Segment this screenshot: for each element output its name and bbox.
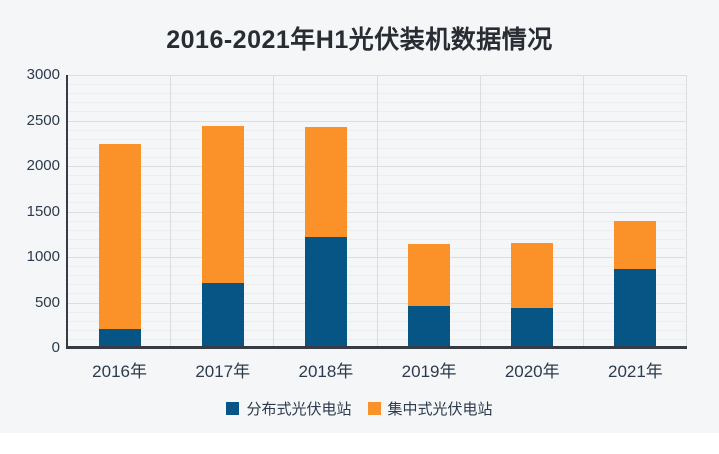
bar-segment-centralized[interactable] [98, 143, 141, 330]
minor-gridline [68, 284, 687, 286]
legend-swatch-distributed-icon [226, 402, 240, 415]
page-background-strip [0, 433, 719, 454]
y-axis-line [66, 75, 68, 349]
y-axis-tick-label: 3000 [26, 66, 60, 83]
major-gridline [68, 120, 687, 122]
legend-item-distributed[interactable]: 分布式光伏电站 [226, 398, 352, 419]
x-axis-category-label: 2021年 [607, 362, 663, 381]
x-axis-category-label: 2018年 [298, 362, 354, 381]
legend-item-centralized[interactable]: 集中式光伏电站 [367, 398, 493, 419]
minor-gridline [68, 329, 687, 331]
bar-segment-distributed[interactable] [408, 306, 451, 348]
minor-gridline [68, 175, 687, 177]
minor-gridline [68, 147, 687, 149]
bar-segment-distributed[interactable] [614, 269, 657, 348]
minor-gridline [68, 93, 687, 95]
bar-segment-distributed[interactable] [201, 283, 244, 348]
legend-swatch-centralized-icon [367, 402, 381, 415]
vertical-gridline [376, 75, 378, 348]
plot-area [68, 75, 687, 348]
x-axis-category-label: 2019年 [401, 362, 457, 381]
vertical-gridline [686, 75, 687, 348]
vertical-gridline [479, 75, 481, 348]
legend: 分布式光伏电站 集中式光伏电站 [0, 398, 719, 419]
bar-segment-distributed[interactable] [98, 329, 141, 348]
minor-gridline [68, 320, 687, 322]
y-axis-tick-label: 2500 [26, 111, 60, 129]
minor-gridline [68, 138, 687, 140]
minor-gridline [68, 129, 687, 131]
bar-segment-centralized[interactable] [304, 126, 347, 237]
vertical-gridline [582, 75, 584, 348]
minor-gridline [68, 193, 687, 195]
y-axis-tick-label: 2000 [26, 157, 60, 174]
x-axis-category-label: 2016年 [92, 362, 147, 381]
chart-canvas: 2016-2021年H1光伏装机数据情况 分布式光伏电站 集中式光伏电站 0 50… [0, 26, 719, 419]
y-axis-tick-label: 500 [34, 293, 60, 311]
vertical-gridline [273, 75, 275, 348]
y-axis-tick-label: 1500 [26, 202, 60, 220]
minor-gridline [68, 238, 687, 240]
bar-segment-centralized[interactable] [511, 243, 554, 308]
major-gridline [68, 211, 687, 213]
major-gridline [68, 302, 687, 304]
bar-segment-centralized[interactable] [201, 125, 244, 284]
vertical-gridline [170, 75, 172, 348]
minor-gridline [68, 229, 687, 231]
y-axis-tick-label: 0 [51, 339, 60, 356]
x-axis-category-label: 2017年 [195, 362, 251, 381]
minor-gridline [68, 266, 687, 268]
minor-gridline [68, 102, 687, 104]
minor-gridline [68, 293, 687, 295]
minor-gridline [68, 275, 687, 277]
minor-gridline [68, 220, 687, 222]
chart-title: 2016-2021年H1光伏装机数据情况 [166, 26, 553, 54]
minor-gridline [68, 111, 687, 113]
minor-gridline [68, 247, 687, 249]
major-gridline [68, 257, 687, 258]
major-gridline [68, 166, 687, 167]
minor-gridline [68, 184, 687, 186]
x-axis-category-label: 2020年 [504, 362, 560, 381]
bar-segment-centralized[interactable] [408, 244, 451, 307]
bar-segment-distributed[interactable] [304, 236, 347, 348]
bar-segment-distributed[interactable] [511, 307, 554, 348]
minor-gridline [68, 338, 687, 340]
minor-gridline [68, 156, 687, 158]
legend-label-centralized: 集中式光伏电站 [387, 401, 493, 418]
legend-label-distributed: 分布式光伏电站 [246, 401, 352, 418]
minor-gridline [68, 311, 687, 313]
major-gridline [68, 75, 687, 76]
x-axis-line [66, 346, 687, 349]
bar-segment-centralized[interactable] [614, 220, 657, 270]
y-axis-tick-label: 1000 [26, 248, 60, 265]
minor-gridline [68, 84, 687, 86]
minor-gridline [68, 202, 687, 204]
